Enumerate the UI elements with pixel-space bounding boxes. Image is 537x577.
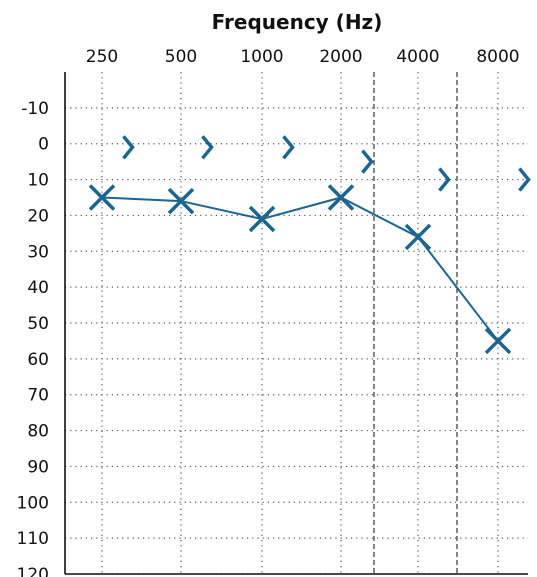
- x-marker-stroke: [167, 187, 195, 215]
- x-tick-label: 500: [165, 47, 197, 67]
- series-line: [101, 196, 499, 342]
- series-markers: [88, 135, 531, 355]
- y-tick-label: 70: [27, 386, 49, 406]
- x-tick-label: 2000: [319, 47, 362, 67]
- y-tick-label: 0: [38, 135, 49, 155]
- y-tick-label: 10: [27, 171, 49, 191]
- y-tick-label: 60: [27, 350, 49, 370]
- x-marker-stroke: [248, 205, 276, 233]
- y-tick-label: -10: [21, 99, 49, 119]
- x-marker: [248, 205, 276, 233]
- x-marker-stroke: [484, 327, 512, 355]
- y-tick-labels: -10 0 10 20 30 40 50 60 70 80 90 100 110 120: [17, 99, 49, 577]
- y-tick-label: 50: [27, 314, 49, 334]
- series-lines: [101, 196, 499, 342]
- x-marker: [404, 223, 432, 251]
- y-tick-label: 40: [27, 278, 49, 298]
- y-tick-label: 100: [17, 493, 49, 513]
- x-tick-label: 250: [86, 47, 118, 67]
- chevron-marker: [518, 167, 531, 192]
- x-marker-stroke: [88, 184, 116, 211]
- x-marker: [327, 184, 355, 211]
- y-tick-label: 110: [17, 529, 49, 549]
- chevron-marker: [282, 135, 295, 160]
- x-tick-label: 1000: [240, 47, 283, 67]
- chevron-marker: [361, 149, 374, 174]
- y-tick-label: 30: [27, 242, 49, 262]
- x-tick-labels: 250 500 1000 2000 4000 8000: [86, 47, 520, 67]
- axes: [64, 72, 528, 575]
- chevron-marker: [122, 135, 135, 160]
- y-tick-label: 80: [27, 422, 49, 442]
- y-tick-label: 120: [17, 565, 49, 577]
- y-tick-label: 90: [27, 457, 49, 477]
- x-marker: [88, 184, 116, 211]
- chevron-marker: [438, 167, 451, 192]
- x-marker-stroke: [327, 184, 355, 211]
- x-marker-stroke: [404, 223, 432, 251]
- x-marker: [484, 327, 512, 355]
- x-tick-label: 8000: [476, 47, 519, 67]
- x-tick-label: 4000: [396, 47, 439, 67]
- x-marker: [167, 187, 195, 215]
- chevron-marker: [201, 135, 214, 160]
- y-tick-label: 20: [27, 206, 49, 226]
- chart-title: Frequency (Hz): [212, 10, 383, 34]
